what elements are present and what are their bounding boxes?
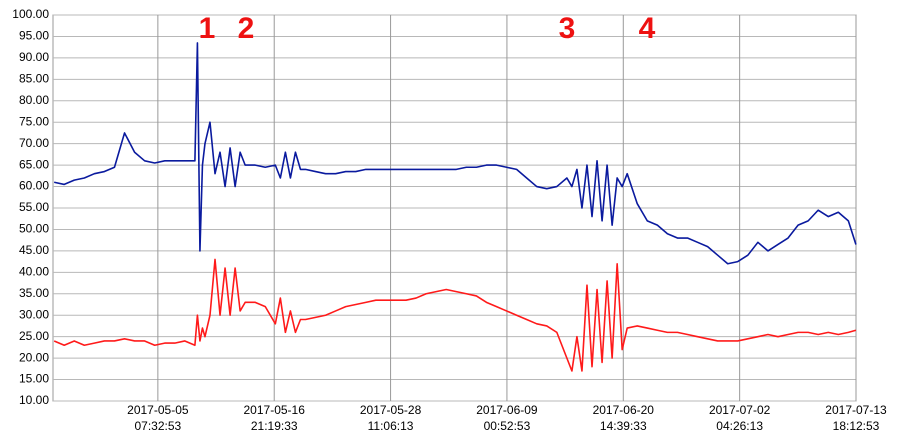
annotation: 1: [199, 12, 216, 45]
y-tick-label: 40.00: [19, 265, 49, 279]
y-tick-label: 65.00: [19, 157, 49, 171]
x-tick-label: 2017-06-20 14:39:33: [592, 403, 654, 433]
y-tick-label: 30.00: [19, 307, 49, 321]
y-tick-label: 10.00: [19, 393, 49, 407]
x-tick-label: 2017-07-13 18:12:53: [825, 403, 887, 433]
y-tick-label: 20.00: [19, 350, 49, 364]
x-tick-label: 2017-05-16 21:19:33: [243, 403, 305, 433]
y-tick-label: 25.00: [19, 329, 49, 343]
y-tick-label: 60.00: [19, 179, 49, 193]
y-tick-label: 85.00: [19, 72, 49, 86]
annotation: 3: [559, 12, 576, 45]
x-tick-label: 2017-05-05 07:32:53: [127, 403, 189, 433]
y-tick-label: 55.00: [19, 200, 49, 214]
data-line: [53, 258, 857, 372]
y-tick-label: 95.00: [19, 29, 49, 43]
x-tick-label: 2017-06-09 00:52:53: [476, 403, 538, 433]
annotation: 2: [238, 12, 255, 45]
data-line: [54, 42, 857, 265]
y-tick-label: 75.00: [19, 114, 49, 128]
y-tick-label: 100.00: [12, 7, 49, 21]
y-tick-label: 80.00: [19, 93, 49, 107]
y-tick-label: 90.00: [19, 50, 49, 64]
x-tick-label: 2017-05-28 11:06:13: [359, 403, 422, 433]
y-tick-label: 50.00: [19, 222, 49, 236]
y-tick-label: 35.00: [19, 286, 49, 300]
y-tick-label: 15.00: [19, 372, 49, 386]
y-tick-label: 70.00: [19, 136, 49, 150]
annotation: 4: [639, 12, 656, 45]
x-tick-label: 2017-07-02 04:26:13: [708, 403, 771, 433]
y-tick-label: 45.00: [19, 243, 49, 257]
